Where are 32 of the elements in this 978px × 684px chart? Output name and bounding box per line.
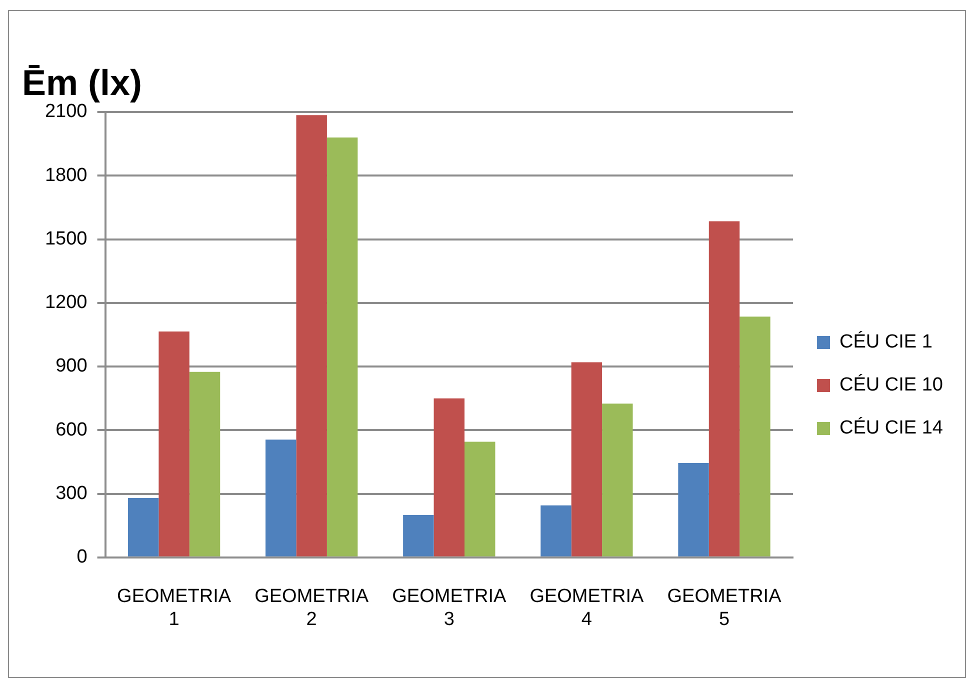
bar [189, 372, 220, 556]
bar [266, 440, 296, 556]
y-tick-label: 2100 [44, 101, 88, 122]
x-tick-label: GEOMETRIA 2 [254, 586, 369, 630]
legend-label: CÉU CIE 1 [840, 330, 932, 353]
bar [296, 115, 327, 556]
x-tick-label: GEOMETRIA 3 [392, 586, 506, 630]
bar [571, 362, 602, 556]
bar [158, 332, 190, 556]
chart-title: Ēm (lx) [22, 62, 142, 104]
legend-label: CÉU CIE 14 [840, 416, 944, 439]
bar [740, 316, 770, 556]
bar [464, 442, 496, 556]
bar [403, 514, 434, 556]
x-tick-label: GEOMETRIA 1 [117, 586, 232, 630]
x-tick-label: GEOMETRIA 4 [530, 586, 644, 630]
y-tick-label: 900 [56, 356, 88, 377]
y-tick-label: 600 [56, 419, 88, 440]
y-tick-label: 0 [76, 546, 88, 568]
bar [678, 463, 709, 556]
bar [326, 137, 358, 556]
y-tick-label: 1200 [44, 292, 88, 314]
bar [540, 505, 572, 556]
y-tick-label: 300 [56, 483, 88, 504]
x-tick-label: GEOMETRIA 5 [667, 586, 782, 630]
bar [602, 404, 633, 556]
y-tick-label: 1800 [44, 164, 88, 186]
y-tick-label: 1500 [44, 228, 88, 250]
legend-label: CÉU CIE 10 [840, 374, 944, 396]
bar [708, 221, 740, 556]
bar [128, 498, 159, 556]
bar [434, 398, 465, 556]
